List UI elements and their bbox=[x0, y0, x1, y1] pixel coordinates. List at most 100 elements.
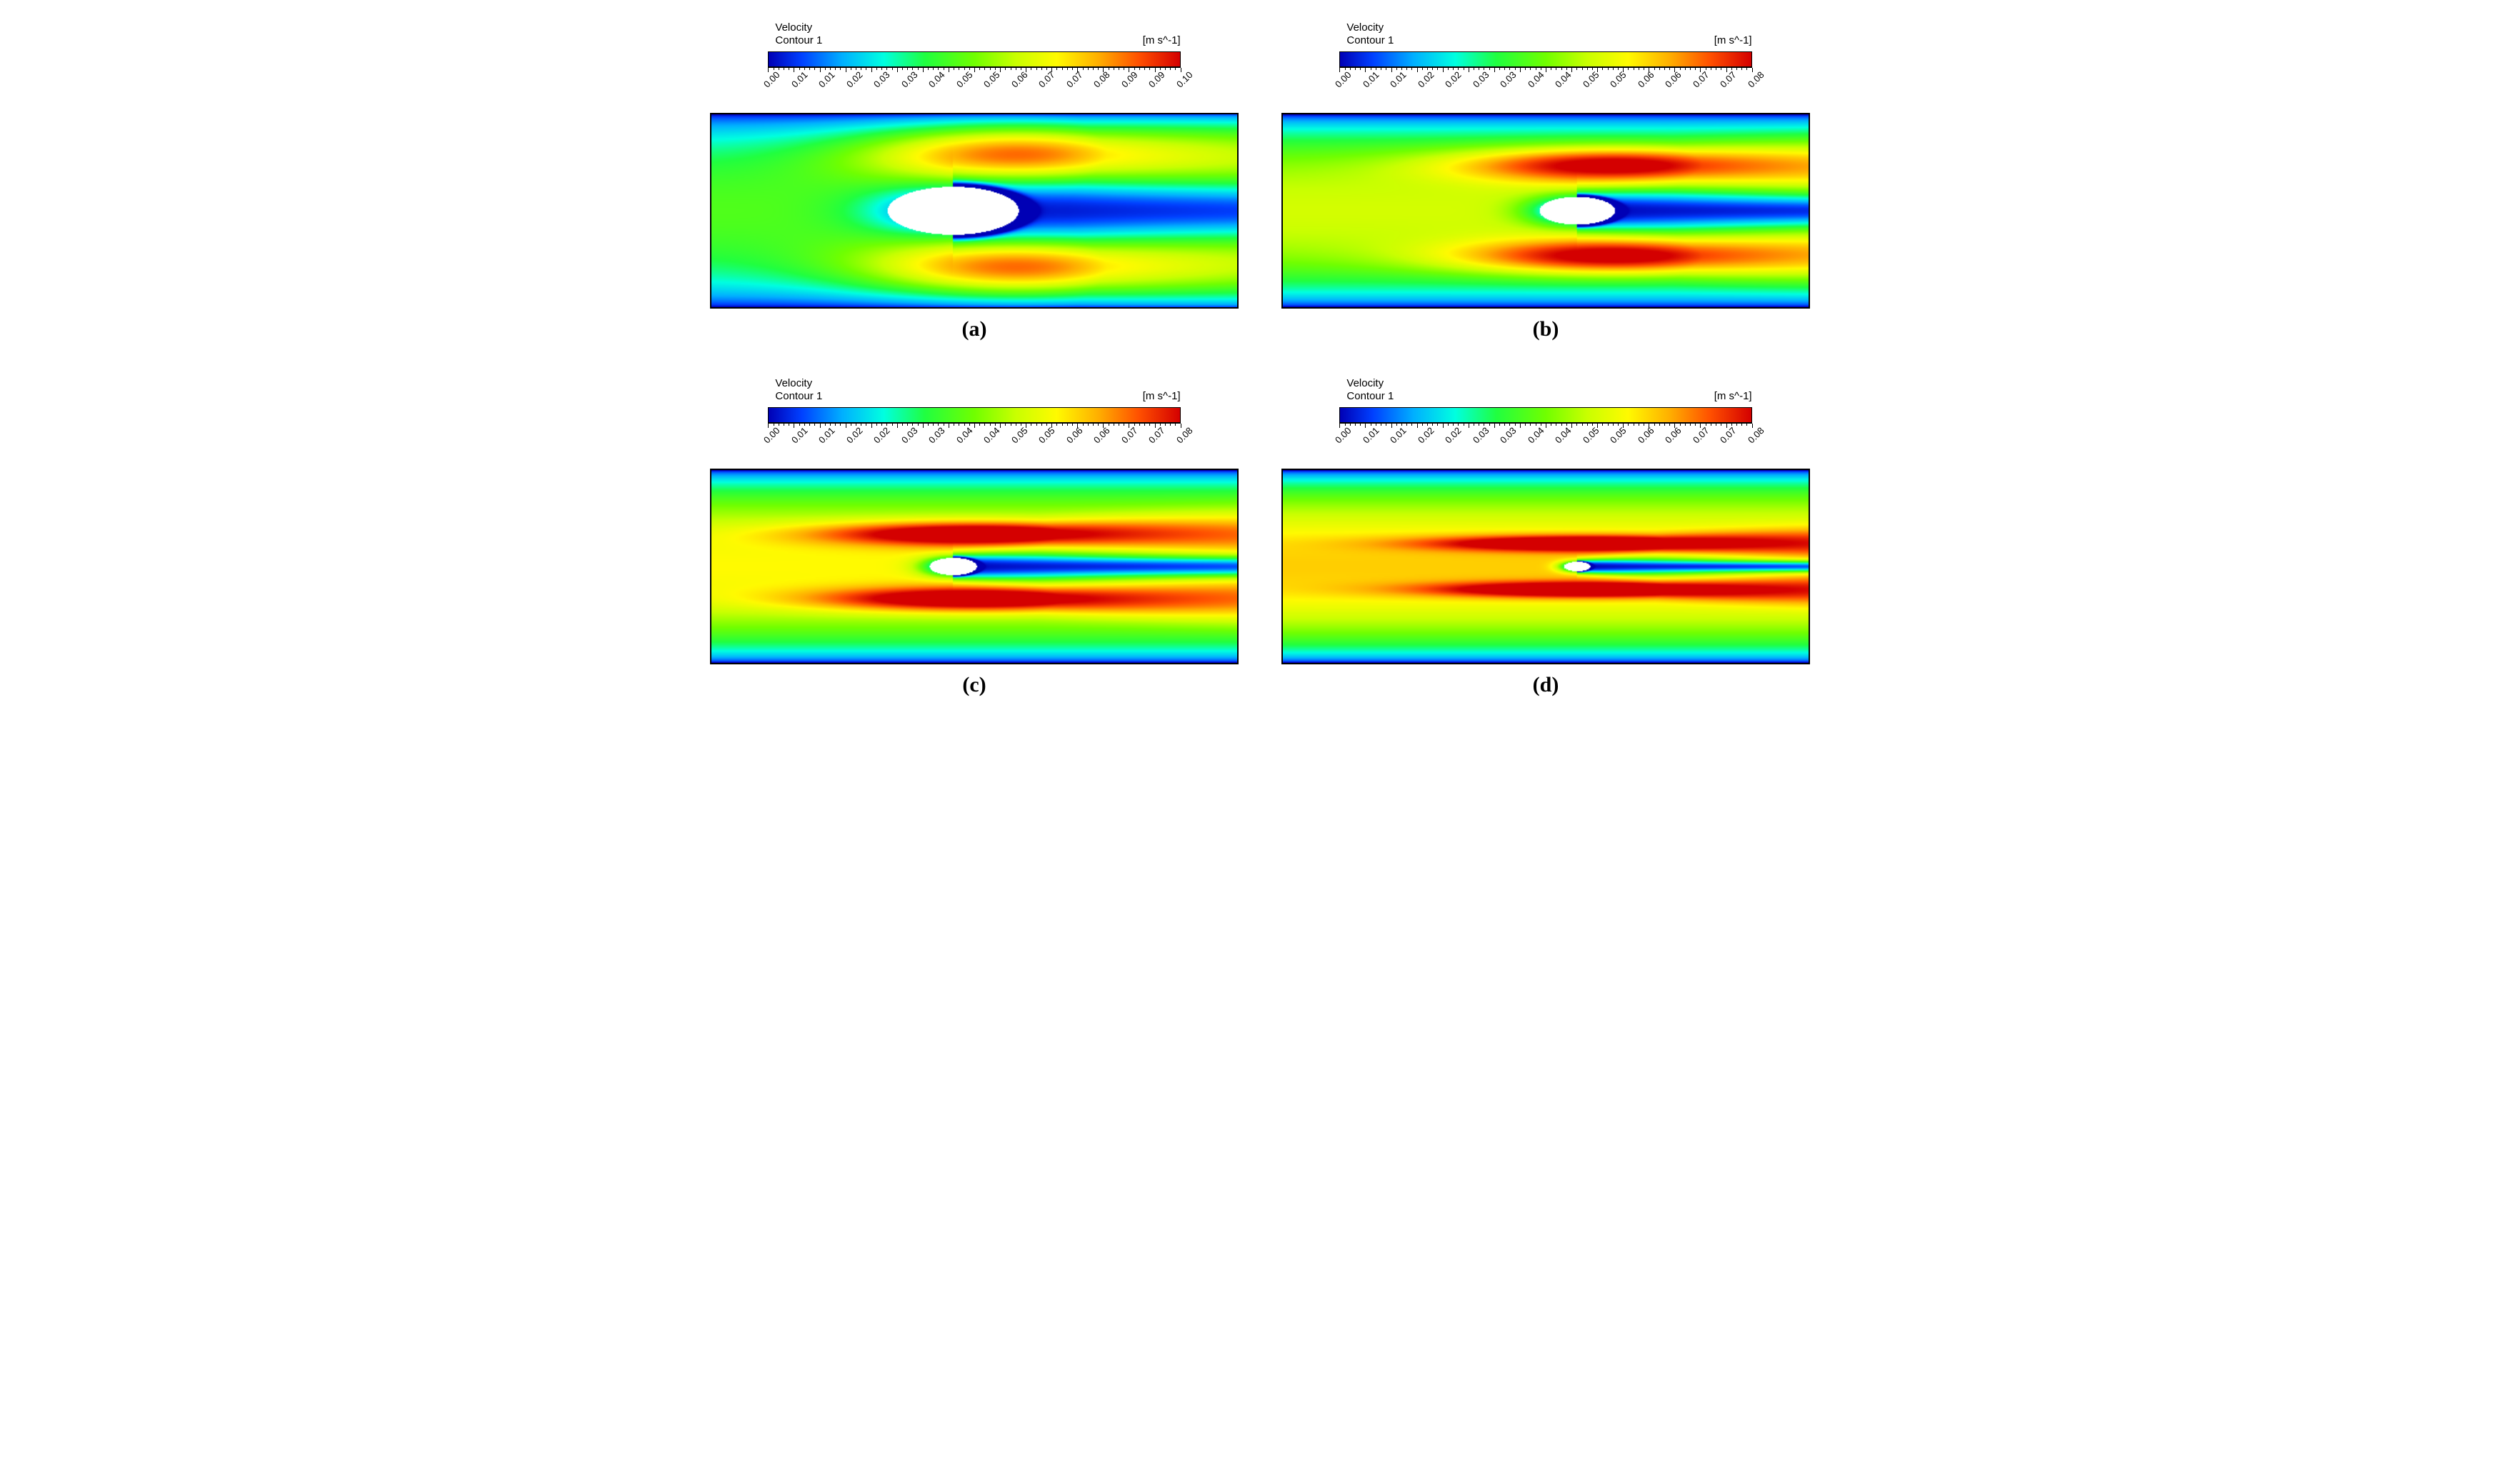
tick-label: 0.01 bbox=[1388, 425, 1409, 446]
tick-label: 0.03 bbox=[926, 425, 947, 446]
tick-label: 0.07 bbox=[1146, 425, 1167, 446]
tick-label: 0.05 bbox=[1581, 69, 1601, 90]
tick-label: 0.07 bbox=[1064, 69, 1085, 90]
colorbar-tick-labels: 0.000.010.010.020.030.030.040.050.050.06… bbox=[768, 71, 1180, 106]
tick-label: 0.04 bbox=[1553, 69, 1574, 90]
tick-label: 0.03 bbox=[1498, 425, 1519, 446]
tick-label: 0.07 bbox=[1691, 425, 1711, 446]
tick-label: 0.06 bbox=[1663, 425, 1684, 446]
tick-label: 0.10 bbox=[1174, 69, 1195, 90]
tick-label: 0.07 bbox=[1691, 69, 1711, 90]
title-line2: Contour 1 bbox=[775, 390, 822, 403]
tick-label: 0.06 bbox=[1663, 69, 1684, 90]
tick-label: 0.03 bbox=[899, 425, 920, 446]
velocity-title: Velocity Contour 1 bbox=[1346, 377, 1394, 403]
colorbar: 0.000.010.010.020.020.030.030.040.040.05… bbox=[1339, 51, 1751, 106]
tick-label: 0.02 bbox=[1416, 69, 1436, 90]
colorbar-gradient bbox=[1339, 51, 1751, 67]
panel-header: Velocity Contour 1 [m s^-1] bbox=[768, 21, 1180, 47]
velocity-title: Velocity Contour 1 bbox=[1346, 21, 1394, 47]
tick-label: 0.02 bbox=[871, 425, 892, 446]
velocity-contour-d bbox=[1281, 469, 1810, 664]
tick-label: 0.09 bbox=[1146, 69, 1167, 90]
tick-label: 0.05 bbox=[1009, 425, 1030, 446]
panel-letter-b: (b) bbox=[1533, 317, 1559, 341]
colorbar-tick-labels: 0.000.010.010.020.020.030.030.040.040.05… bbox=[768, 427, 1180, 461]
tick-label: 0.01 bbox=[789, 425, 810, 446]
tick-label: 0.07 bbox=[1036, 69, 1057, 90]
contour-canvas bbox=[1283, 114, 1809, 307]
tick-label: 0.01 bbox=[1361, 425, 1381, 446]
tick-label: 0.02 bbox=[844, 69, 865, 90]
velocity-contour-c bbox=[710, 469, 1239, 664]
tick-label: 0.00 bbox=[1333, 425, 1354, 446]
tick-label: 0.01 bbox=[816, 69, 837, 90]
tick-label: 0.08 bbox=[1746, 69, 1766, 90]
title-line1: Velocity bbox=[1346, 377, 1394, 390]
velocity-contour-a bbox=[710, 113, 1239, 309]
tick-label: 0.03 bbox=[1498, 69, 1519, 90]
tick-label: 0.04 bbox=[926, 69, 947, 90]
tick-label: 0.05 bbox=[1036, 425, 1057, 446]
tick-label: 0.04 bbox=[1526, 69, 1546, 90]
colorbar-tick-labels: 0.000.010.010.020.020.030.030.040.040.05… bbox=[1339, 71, 1751, 106]
colorbar: 0.000.010.010.020.020.030.030.040.040.05… bbox=[1339, 407, 1751, 461]
tick-label: 0.02 bbox=[844, 425, 865, 446]
unit-label: [m s^-1] bbox=[1143, 390, 1181, 403]
panel-header: Velocity Contour 1 [m s^-1] bbox=[1339, 21, 1751, 47]
panel-letter-c: (c) bbox=[962, 673, 986, 697]
title-line2: Contour 1 bbox=[1346, 390, 1394, 403]
title-line1: Velocity bbox=[775, 21, 822, 34]
unit-label: [m s^-1] bbox=[1714, 390, 1752, 403]
tick-label: 0.07 bbox=[1718, 425, 1739, 446]
tick-label: 0.06 bbox=[1091, 425, 1112, 446]
colorbar: 0.000.010.010.020.030.030.040.050.050.06… bbox=[768, 51, 1180, 106]
tick-label: 0.05 bbox=[1581, 425, 1601, 446]
panel-a: Velocity Contour 1 [m s^-1] 0.00 0.01 0.01 0… bbox=[710, 21, 1239, 341]
tick-label: 0.04 bbox=[981, 425, 1002, 446]
tick-label: 0.06 bbox=[1636, 425, 1656, 446]
velocity-contour-b bbox=[1281, 113, 1810, 309]
colorbar-gradient bbox=[1339, 407, 1751, 423]
contour-canvas bbox=[711, 470, 1237, 663]
tick-label: 0.03 bbox=[1471, 69, 1491, 90]
tick-label: 0.06 bbox=[1064, 425, 1085, 446]
tick-label: 0.08 bbox=[1091, 69, 1112, 90]
tick-label: 0.05 bbox=[981, 69, 1002, 90]
title-line2: Contour 1 bbox=[1346, 34, 1394, 47]
tick-label: 0.03 bbox=[899, 69, 920, 90]
tick-label: 0.01 bbox=[816, 425, 837, 446]
tick-label: 0.06 bbox=[1636, 69, 1656, 90]
panel-header: Velocity Contour 1 [m s^-1] bbox=[768, 377, 1180, 403]
title-line2: Contour 1 bbox=[775, 34, 822, 47]
tick-label: 0.00 bbox=[761, 69, 782, 90]
unit-label: [m s^-1] bbox=[1714, 34, 1752, 47]
tick-label: 0.01 bbox=[1388, 69, 1409, 90]
panel-letter-d: (d) bbox=[1533, 673, 1559, 697]
tick-label: 0.03 bbox=[871, 69, 892, 90]
colorbar: 0.000.010.010.020.020.030.030.040.040.05… bbox=[768, 407, 1180, 461]
contour-canvas bbox=[711, 114, 1237, 307]
colorbar-tick-labels: 0.000.010.010.020.020.030.030.040.040.05… bbox=[1339, 427, 1751, 461]
tick-label: 0.07 bbox=[1718, 69, 1739, 90]
tick-label: 0.00 bbox=[1333, 69, 1354, 90]
panel-c: Velocity Contour 1 [m s^-1] 0.00 0.01 0.01 0… bbox=[710, 377, 1239, 697]
tick-label: 0.02 bbox=[1443, 425, 1464, 446]
colorbar-gradient bbox=[768, 51, 1180, 67]
tick-label: 0.08 bbox=[1174, 425, 1195, 446]
tick-label: 0.02 bbox=[1416, 425, 1436, 446]
tick-label: 0.02 bbox=[1443, 69, 1464, 90]
title-line1: Velocity bbox=[775, 377, 822, 390]
tick-label: 0.07 bbox=[1119, 425, 1140, 446]
velocity-title: Velocity Contour 1 bbox=[775, 377, 822, 403]
tick-label: 0.00 bbox=[761, 425, 782, 446]
unit-label: [m s^-1] bbox=[1143, 34, 1181, 47]
tick-label: 0.04 bbox=[1526, 425, 1546, 446]
tick-label: 0.06 bbox=[1009, 69, 1030, 90]
tick-label: 0.09 bbox=[1119, 69, 1140, 90]
panel-d: Velocity Contour 1 [m s^-1] 0.00 0.01 0.01 0… bbox=[1281, 377, 1810, 697]
tick-label: 0.04 bbox=[1553, 425, 1574, 446]
tick-label: 0.01 bbox=[789, 69, 810, 90]
tick-label: 0.04 bbox=[954, 425, 975, 446]
tick-label: 0.03 bbox=[1471, 425, 1491, 446]
